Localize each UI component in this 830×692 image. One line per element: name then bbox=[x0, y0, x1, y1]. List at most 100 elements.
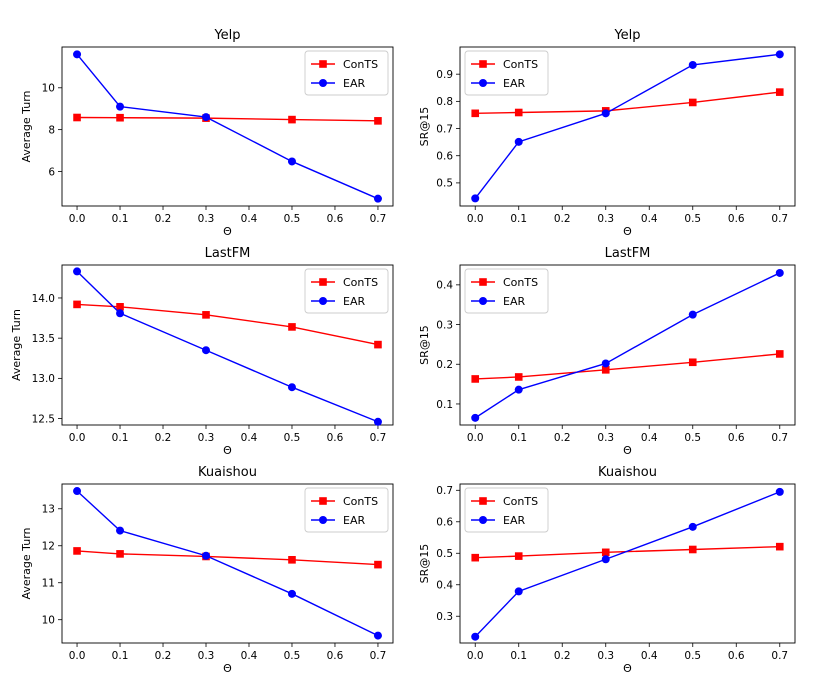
data-point-conts bbox=[73, 300, 81, 309]
axes-frame bbox=[61, 46, 394, 207]
x-tick-label: 0.6 bbox=[327, 650, 344, 662]
legend-label-ear: EAR bbox=[503, 514, 525, 527]
data-point-ear bbox=[688, 60, 697, 69]
y-tick-label: 0.3 bbox=[436, 611, 453, 623]
legend-label-conts: ConTS bbox=[503, 276, 538, 289]
legend-marker-ear bbox=[319, 297, 327, 305]
data-point-ear bbox=[775, 50, 784, 59]
y-tick-label: 0.3 bbox=[436, 319, 453, 331]
axes-frame bbox=[459, 264, 796, 426]
data-point-ear bbox=[514, 385, 523, 394]
chart-panel-1: Yelp 0.0 0.1 0.2 0.3 0.4 0.5 0.6 0.7 6 8 10 Θ Average… bbox=[20, 28, 394, 238]
data-point-conts bbox=[514, 373, 523, 381]
x-tick-label: 0.2 bbox=[155, 213, 172, 225]
chart-panel-3: LastFM 0.0 0.1 0.2 0.3 0.4 0.5 0.6 0.7 12.5 13.0 13… bbox=[10, 246, 394, 457]
data-point-conts bbox=[471, 109, 480, 118]
axes-frame bbox=[61, 264, 394, 426]
data-point-ear bbox=[373, 631, 382, 640]
data-point-conts bbox=[688, 358, 697, 367]
x-tick-label: 0.3 bbox=[198, 213, 215, 225]
legend: ConTS EAR bbox=[464, 50, 549, 96]
x-tick-label: 0.7 bbox=[370, 650, 387, 662]
data-point-ear bbox=[471, 413, 480, 422]
legend-label-ear: EAR bbox=[343, 514, 365, 527]
chart-panel-2: Yelp 0.0 0.1 0.2 0.3 0.4 0.5 0.6 0.7 0.5 0.6 0.7 0.8… bbox=[418, 28, 796, 238]
data-point-ear bbox=[116, 309, 125, 318]
x-tick-label: 0.1 bbox=[510, 213, 527, 225]
y-tick-label: 8 bbox=[48, 124, 55, 136]
legend-marker-conts bbox=[479, 60, 487, 68]
x-tick-label: 0.7 bbox=[771, 213, 788, 225]
y-axis-label: Average Turn bbox=[20, 527, 33, 599]
x-tick-label: 0.7 bbox=[370, 213, 387, 225]
x-tick-label: 0.6 bbox=[728, 432, 745, 444]
data-point-ear bbox=[116, 102, 125, 111]
x-tick-label: 0.0 bbox=[467, 432, 484, 444]
y-tick-label: 12 bbox=[42, 541, 55, 553]
x-tick-label: 0.2 bbox=[155, 432, 172, 444]
chart-title: LastFM bbox=[205, 246, 251, 261]
x-tick-label: 0.1 bbox=[510, 650, 527, 662]
y-tick-label: 0.4 bbox=[436, 580, 453, 592]
y-tick-label: 6 bbox=[48, 166, 55, 178]
data-point-ear bbox=[514, 137, 523, 146]
legend-marker-ear bbox=[479, 516, 487, 524]
legend-label-ear: EAR bbox=[343, 295, 365, 308]
y-axis-label: Average Turn bbox=[20, 90, 33, 162]
chart-title: Kuaishou bbox=[198, 465, 257, 480]
data-point-conts bbox=[202, 311, 210, 319]
x-tick-label: 0.7 bbox=[370, 432, 387, 444]
y-tick-label: 12.5 bbox=[32, 413, 55, 425]
data-point-ear bbox=[73, 50, 82, 59]
legend: ConTS EAR bbox=[464, 487, 549, 533]
data-point-conts bbox=[374, 560, 382, 569]
legend-marker-conts bbox=[319, 278, 327, 286]
x-tick-label: 0.5 bbox=[284, 650, 301, 662]
data-point-conts bbox=[374, 117, 382, 125]
data-point-conts bbox=[514, 108, 523, 117]
data-point-conts bbox=[471, 553, 480, 562]
legend-label-conts: ConTS bbox=[503, 58, 538, 71]
axes-frame bbox=[61, 483, 394, 644]
y-tick-label: 0.8 bbox=[436, 96, 453, 108]
data-point-conts bbox=[116, 303, 124, 311]
data-point-ear bbox=[202, 113, 211, 122]
y-tick-label: 0.6 bbox=[436, 151, 453, 163]
x-tick-label: 0.2 bbox=[554, 213, 571, 225]
data-point-conts bbox=[374, 340, 382, 349]
legend-marker-conts bbox=[319, 497, 327, 505]
y-tick-label: 0.5 bbox=[436, 548, 453, 560]
x-tick-label: 0.5 bbox=[284, 213, 301, 225]
chart-panel-4: LastFM 0.0 0.1 0.2 0.3 0.4 0.5 0.6 0.7 0.1 0.2 0.3 0… bbox=[418, 246, 796, 457]
data-point-ear bbox=[514, 587, 523, 596]
x-tick-label: 0.3 bbox=[597, 213, 614, 225]
data-point-ear bbox=[287, 157, 296, 166]
x-tick-label: 0.4 bbox=[641, 213, 658, 225]
x-tick-label: 0.5 bbox=[284, 432, 301, 444]
y-tick-label: 0.5 bbox=[436, 178, 453, 190]
data-point-ear bbox=[116, 526, 125, 535]
y-axis-label: SR@15 bbox=[418, 325, 431, 365]
legend-label-ear: EAR bbox=[503, 77, 525, 90]
y-axis-label: SR@15 bbox=[418, 544, 431, 584]
x-tick-label: 0.3 bbox=[198, 650, 215, 662]
x-tick-label: 0.2 bbox=[155, 650, 172, 662]
y-tick-label: 0.6 bbox=[436, 517, 453, 529]
data-point-conts bbox=[688, 98, 697, 107]
x-tick-label: 0.6 bbox=[327, 213, 344, 225]
x-tick-label: 0.3 bbox=[597, 650, 614, 662]
x-axis-label: Θ bbox=[623, 444, 632, 457]
y-tick-label: 0.9 bbox=[436, 69, 453, 81]
x-tick-label: 0.2 bbox=[554, 432, 571, 444]
x-tick-label: 0.4 bbox=[241, 432, 258, 444]
x-tick-label: 0.1 bbox=[112, 432, 129, 444]
data-point-conts bbox=[775, 88, 784, 96]
x-tick-label: 0.4 bbox=[641, 432, 658, 444]
data-point-ear bbox=[287, 383, 296, 392]
chart-title: LastFM bbox=[605, 246, 651, 261]
chart-title: Yelp bbox=[213, 28, 240, 43]
data-point-ear bbox=[471, 632, 480, 641]
x-tick-label: 0.0 bbox=[69, 432, 86, 444]
x-tick-label: 0.2 bbox=[554, 650, 571, 662]
